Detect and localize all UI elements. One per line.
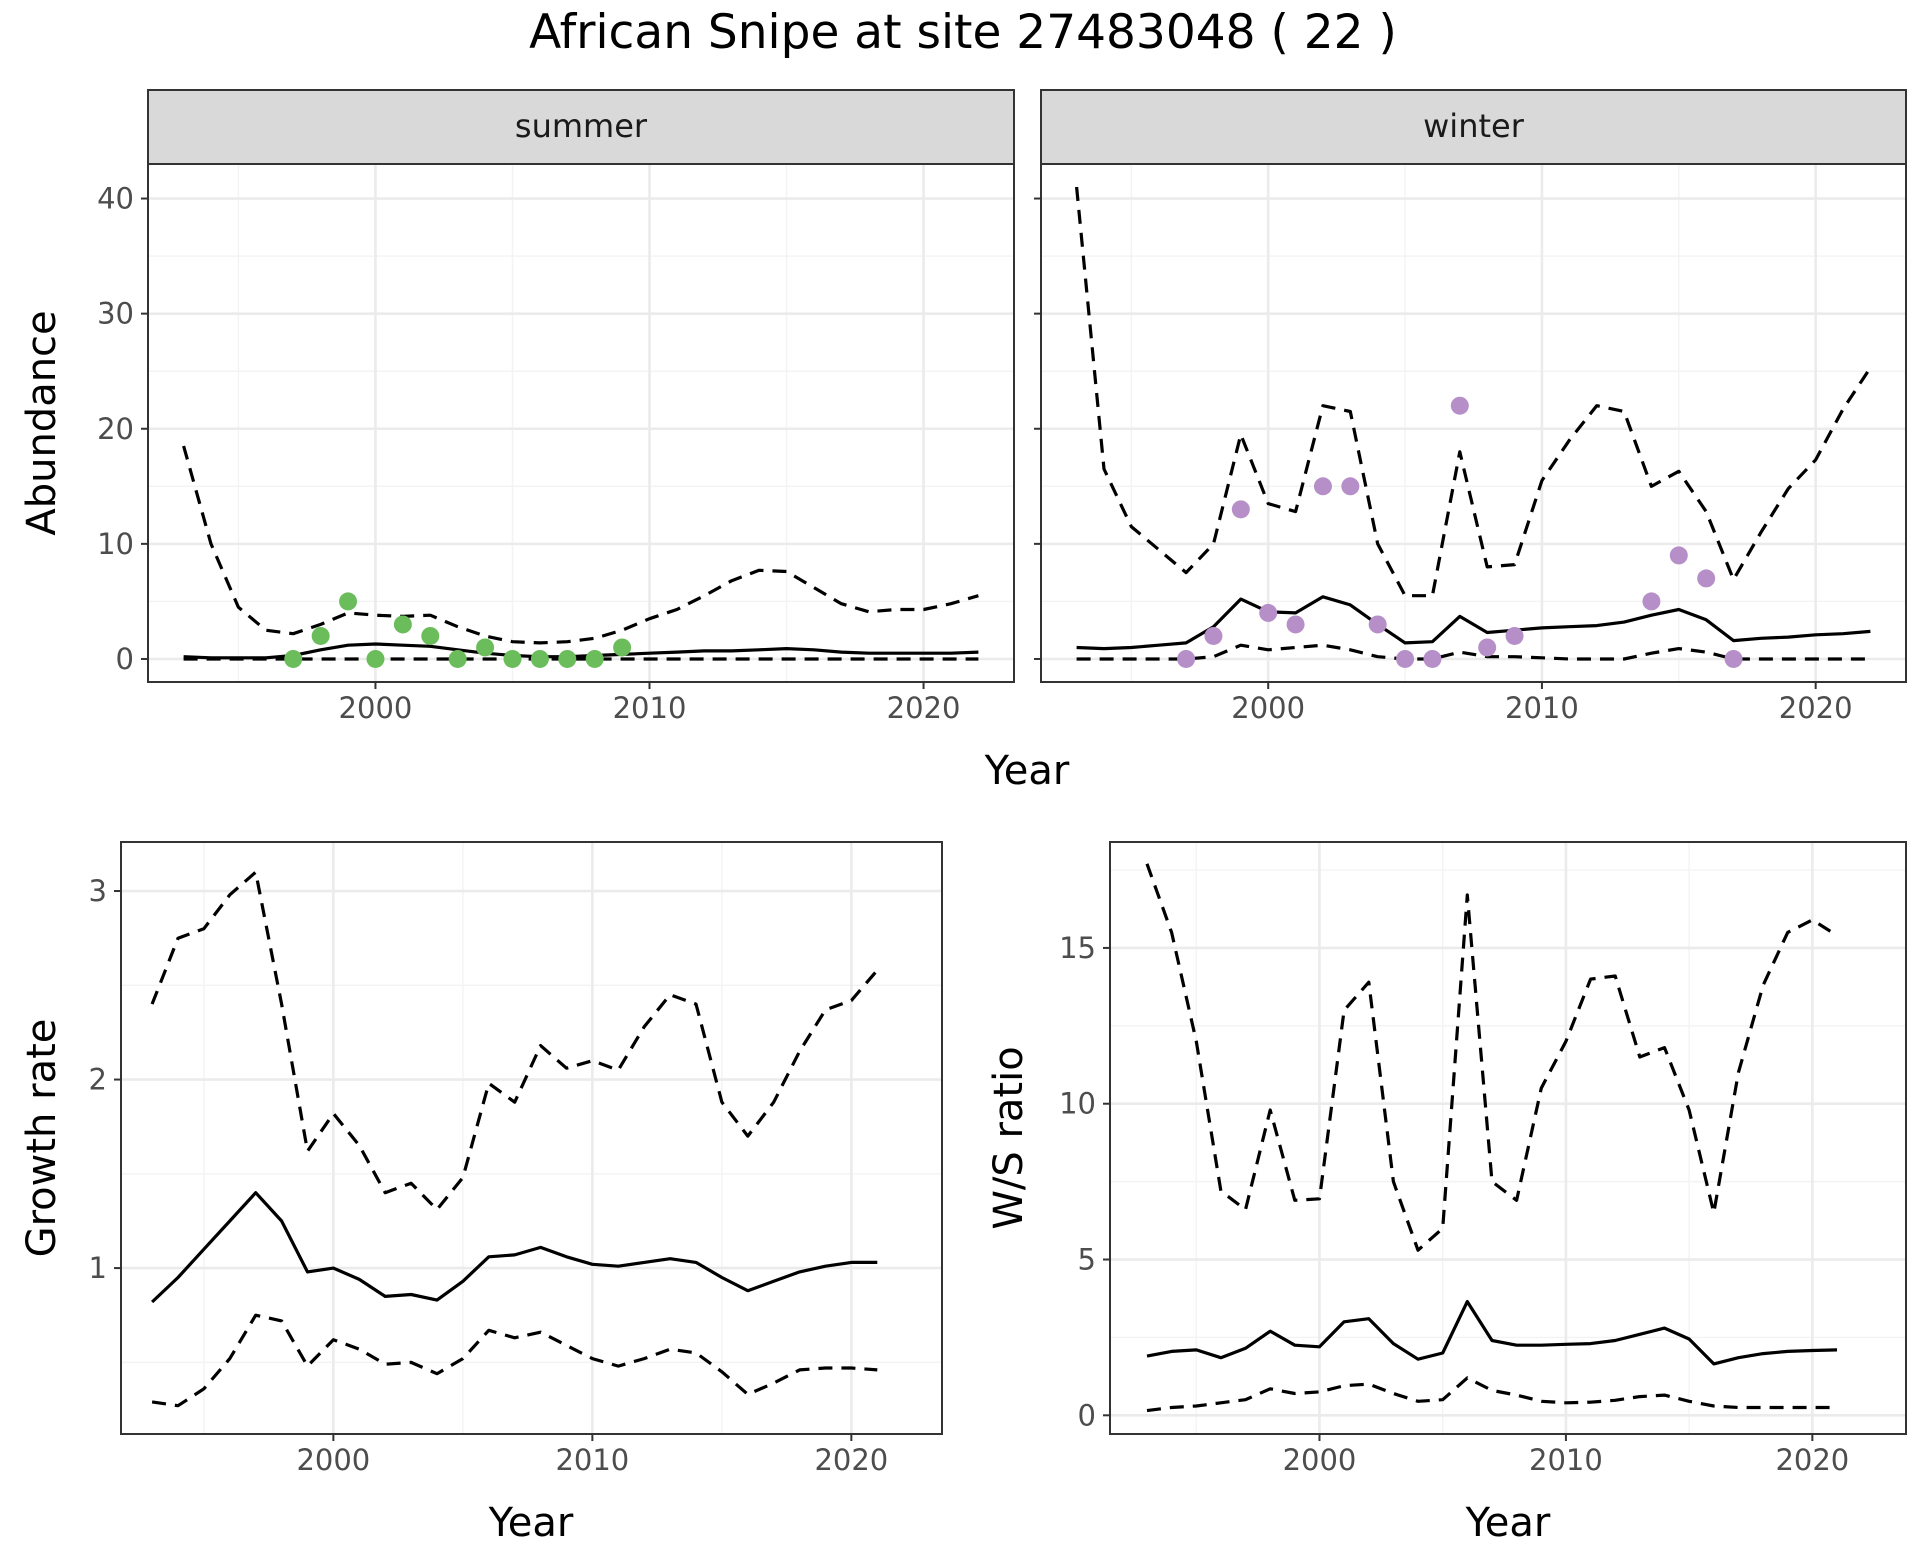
growth-rate-y-tick-label: 1: [89, 1251, 107, 1285]
abundance-x-axis-title: Year: [984, 748, 1070, 794]
growth-rate-x-tick-label: 2000: [296, 1443, 370, 1477]
abundance-summer-observed-point: [476, 638, 495, 657]
facet-winter: winter 2000 2010 2020: [1034, 89, 1907, 725]
growth-rate-chart: 2000 2010 2020 1 2 3 Year Growth rate: [19, 841, 943, 1546]
abundance-summer-observed-point: [503, 649, 522, 668]
abundance-winter-observed-point: [1505, 626, 1524, 645]
growth-rate-y-tick-label: 3: [89, 874, 107, 908]
abundance-winter-x-tick-label: 2010: [1505, 691, 1579, 725]
abundance-winter-observed-point: [1313, 477, 1332, 496]
abundance-chart: summer 2000 2010 2020 0 10 20 30 40 winter 2000 201…: [19, 89, 1907, 794]
ws-ratio-lower-bound-line: [1146, 1376, 1837, 1413]
abundance-winter-observed-point: [1450, 396, 1469, 415]
abundance-summer-observed-point: [339, 592, 358, 611]
growth-rate-x-axis-title: Year: [488, 1500, 574, 1546]
abundance-winter-x-tick-label: 2000: [1231, 691, 1305, 725]
abundance-summer-observed-point: [585, 649, 604, 668]
abundance-summer-border: [147, 163, 1015, 683]
ws-ratio-y-tick-label: 15: [1059, 931, 1096, 965]
abundance-winter-observed-point: [1204, 626, 1223, 645]
ws-ratio-mean-line: [1146, 1300, 1838, 1366]
abundance-summer-x-tick-label: 2010: [613, 691, 687, 725]
ws-ratio-border: [1109, 841, 1907, 1435]
abundance-summer-observed-point: [448, 649, 467, 668]
growth-rate-mean-line: [151, 1191, 878, 1304]
abundance-winter-observed-point: [1177, 649, 1196, 668]
abundance-summer-observed-point: [613, 638, 632, 657]
abundance-winter-observed-point: [1697, 569, 1716, 588]
abundance-summer-y-tick-label: 40: [97, 182, 134, 216]
abundance-summer-observed-point: [311, 626, 330, 645]
abundance-winter-mean-line: [1076, 595, 1871, 651]
abundance-summer-observed-point: [284, 649, 303, 668]
abundance-winter-observed-point: [1478, 638, 1497, 657]
abundance-winter-lower-bound-line: [1076, 643, 1871, 661]
growth-rate-x-tick-label: 2010: [555, 1443, 629, 1477]
abundance-summer-y-tick-label: 20: [97, 412, 134, 446]
abundance-summer-observed-point: [366, 649, 385, 668]
ws-ratio-y-tick-label: 10: [1059, 1087, 1096, 1121]
abundance-summer-y-tick-label: 30: [97, 297, 134, 331]
ws-ratio-chart: 2000 2010 2020 0 5 10 15 Year W/S ratio: [986, 841, 1907, 1546]
growth-rate-y-axis-title: Growth rate: [19, 1019, 65, 1258]
growth-rate-y-tick-label: 2: [89, 1063, 107, 1097]
abundance-winter-observed-point: [1423, 649, 1442, 668]
growth-rate-lower-bound-line: [151, 1313, 878, 1408]
abundance-summer-observed-point: [393, 615, 412, 634]
abundance-summer-upper-bound-line: [182, 445, 979, 645]
abundance-winter-observed-point: [1724, 649, 1743, 668]
growth-rate-x-tick-label: 2020: [814, 1443, 888, 1477]
ws-ratio-x-tick-label: 2010: [1529, 1443, 1603, 1477]
abundance-winter-observed-point: [1669, 546, 1688, 565]
growth-rate-border: [120, 841, 943, 1435]
abundance-winter-border: [1040, 163, 1907, 683]
abundance-winter-observed-point: [1642, 592, 1661, 611]
facet-strip-summer: [147, 89, 1015, 165]
abundance-summer-mean-line: [183, 642, 979, 660]
facet-strip-label: winter: [1423, 107, 1525, 145]
ws-ratio-y-tick-label: 5: [1078, 1243, 1096, 1277]
ws-ratio-y-tick-label: 0: [1078, 1398, 1096, 1432]
abundance-winter-upper-bound-line: [1075, 186, 1872, 598]
ws-ratio-x-tick-label: 2000: [1283, 1443, 1357, 1477]
abundance-summer-x-tick-label: 2020: [887, 691, 961, 725]
growth-rate-upper-bound-line: [150, 870, 879, 1212]
ws-ratio-upper-bound-line: [1145, 863, 1838, 1252]
facet-strip-winter: [1040, 89, 1907, 165]
abundance-winter-observed-point: [1396, 649, 1415, 668]
abundance-summer-y-tick-label: 0: [116, 642, 134, 676]
abundance-winter-observed-point: [1368, 615, 1387, 634]
abundance-winter-observed-point: [1259, 603, 1278, 622]
ws-ratio-x-tick-label: 2020: [1775, 1443, 1849, 1477]
abundance-winter-x-tick-label: 2020: [1779, 691, 1853, 725]
abundance-summer-observed-point: [530, 649, 549, 668]
abundance-winter-observed-point: [1286, 615, 1305, 634]
abundance-summer-observed-point: [558, 649, 577, 668]
abundance-summer-y-tick-label: 10: [97, 527, 134, 561]
figure-title: African Snipe at site 27483048 ( 22 ): [529, 5, 1397, 60]
ws-ratio-y-axis-title: W/S ratio: [986, 1046, 1032, 1229]
abundance-y-axis-title: Abundance: [19, 310, 65, 535]
facet-strip-label: summer: [515, 107, 648, 145]
facet-summer: summer 2000 2010 2020 0 10 20 30 40: [97, 89, 1015, 725]
ws-ratio-x-axis-title: Year: [1465, 1500, 1551, 1546]
abundance-winter-observed-point: [1231, 500, 1250, 519]
abundance-summer-x-tick-label: 2000: [339, 691, 413, 725]
abundance-winter-observed-point: [1341, 477, 1360, 496]
abundance-summer-observed-point: [421, 626, 440, 645]
